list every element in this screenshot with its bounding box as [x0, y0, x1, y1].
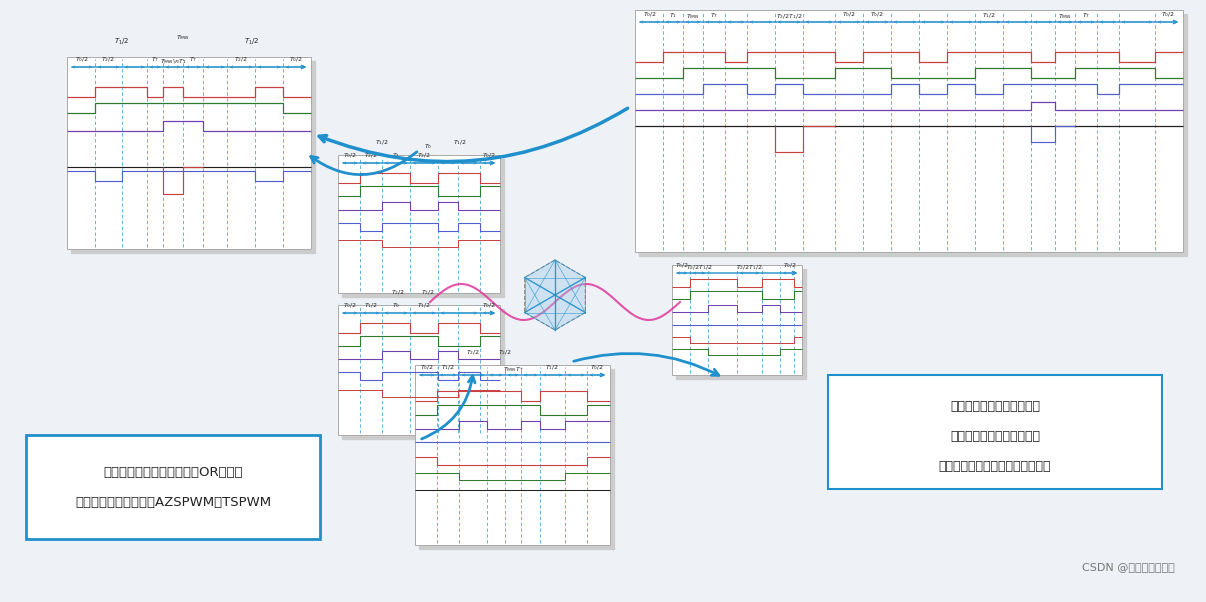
Text: $T_{MIN}$\n$T_1$: $T_{MIN}$\n$T_1$	[159, 57, 186, 66]
Text: $T_0/2$: $T_0/2$	[842, 10, 856, 19]
Bar	[415, 365, 610, 545]
Bar	[677, 269, 806, 379]
Polygon shape	[525, 260, 555, 295]
Text: $T_2/2$: $T_2/2$	[234, 55, 248, 64]
Bar	[636, 10, 1183, 252]
Text: $T_0/2$: $T_0/2$	[420, 363, 434, 372]
Bar	[338, 305, 500, 435]
Polygon shape	[525, 278, 555, 312]
Text: $T_2/2$: $T_2/2$	[101, 55, 116, 64]
Text: $T_0/2$: $T_0/2$	[842, 0, 856, 2]
Text: $T_2/2$: $T_2/2$	[421, 288, 435, 297]
Text: $T_0$: $T_0$	[392, 301, 400, 310]
Text: $T_0/2$: $T_0/2$	[643, 10, 657, 19]
Text: $T_2/2T_1/2$: $T_2/2T_1/2$	[775, 12, 802, 21]
Text: $T_0/2$: $T_0/2$	[783, 261, 797, 270]
Text: $T_7$: $T_7$	[189, 55, 197, 64]
Text: $T_2/2$: $T_2/2$	[364, 151, 377, 160]
Text: $T_1/2$: $T_1/2$	[417, 301, 431, 310]
Text: $T_1/2$: $T_1/2$	[545, 363, 560, 372]
Text: $T_1/2$: $T_1/2$	[453, 138, 467, 147]
Text: 高速问题（分时采样延时）: 高速问题（分时采样延时）	[950, 430, 1040, 444]
Text: $T_0/2$: $T_0/2$	[343, 151, 357, 160]
Text: $T_{MIN}$: $T_{MIN}$	[176, 33, 191, 42]
Text: $T_2/2T_1/2$: $T_2/2T_1/2$	[736, 263, 763, 272]
Text: $T_0/2$: $T_0/2$	[870, 10, 884, 19]
Text: $T_1/2$: $T_1/2$	[978, 0, 993, 2]
Text: 母线单电阻采样方案。插入OR移相？: 母线单电阻采样方案。插入OR移相？	[104, 465, 242, 479]
Text: 低速问题（不可观测区域）: 低速问题（不可观测区域）	[950, 400, 1040, 414]
Bar	[639, 14, 1187, 256]
Polygon shape	[555, 278, 585, 312]
Text: $T_1$: $T_1$	[392, 151, 400, 160]
Text: $T_1/2$: $T_1/2$	[364, 301, 377, 310]
Text: $T_2/2T_1/2$: $T_2/2T_1/2$	[686, 263, 713, 272]
Bar	[672, 265, 802, 375]
Text: $T_0/2$: $T_0/2$	[75, 55, 89, 64]
Polygon shape	[555, 260, 585, 295]
Bar	[343, 309, 504, 439]
Bar	[71, 61, 315, 253]
Text: $T_0/2$: $T_0/2$	[289, 55, 303, 64]
Text: $T_2/2$: $T_2/2$	[391, 288, 405, 297]
Text: $T_0/2$: $T_0/2$	[675, 261, 689, 270]
Text: $T_0/2$: $T_0/2$	[343, 301, 357, 310]
Text: $T_{MIN}$: $T_{MIN}$	[1058, 12, 1072, 21]
Bar	[338, 155, 500, 293]
Text: $T_2/2T_1/2$: $T_2/2T_1/2$	[743, 0, 767, 2]
Text: $T_1/2$: $T_1/2$	[1128, 0, 1142, 2]
Text: $T_1/2$: $T_1/2$	[245, 37, 259, 47]
Bar	[418, 369, 614, 549]
Text: $T_1/2$: $T_1/2$	[982, 11, 996, 20]
Text: $T_2/2$: $T_2/2$	[498, 348, 513, 357]
Text: $T_0/2$: $T_0/2$	[482, 151, 496, 160]
Text: $T_2/2$: $T_2/2$	[466, 348, 480, 357]
Text: $T_0$: $T_0$	[423, 142, 432, 151]
Polygon shape	[525, 295, 555, 330]
Text: $T_0/2$: $T_0/2$	[591, 363, 604, 372]
Text: $T_7$: $T_7$	[1082, 11, 1090, 20]
Text: $T_0/2$: $T_0/2$	[1161, 10, 1175, 19]
Text: $T_1$: $T_1$	[669, 11, 677, 20]
Polygon shape	[555, 295, 585, 330]
FancyBboxPatch shape	[27, 435, 320, 539]
Text: $T_1/2$: $T_1/2$	[115, 37, 130, 47]
Text: $T_0/2$: $T_0/2$	[482, 301, 496, 310]
Text: $T_1/2$: $T_1/2$	[666, 0, 680, 2]
FancyBboxPatch shape	[829, 375, 1163, 489]
Text: $T_{MIN}$: $T_{MIN}$	[1078, 0, 1091, 2]
Text: $T_1/2$: $T_1/2$	[375, 138, 390, 147]
Text: $T_7$: $T_7$	[151, 55, 159, 64]
Bar	[68, 57, 311, 249]
Text: CSDN @初心不忘产学研: CSDN @初心不忘产学研	[1082, 562, 1175, 572]
Text: 除此外，插入方案还有AZSPWM、TSPWM: 除此外，插入方案还有AZSPWM、TSPWM	[75, 495, 271, 509]
Text: $T_1/2$: $T_1/2$	[441, 363, 455, 372]
Text: $T_7$: $T_7$	[710, 11, 718, 20]
Text: $T_{MIN}$: $T_{MIN}$	[686, 12, 699, 21]
Text: $T_2/2$: $T_2/2$	[686, 0, 699, 2]
Text: 可听噪声、开关频率、实施复杂度: 可听噪声、开关频率、实施复杂度	[938, 461, 1052, 474]
Text: $T_2/2$: $T_2/2$	[417, 151, 431, 160]
Bar	[343, 159, 504, 297]
Text: $T_{MIN}T_7$: $T_{MIN}T_7$	[503, 365, 523, 374]
